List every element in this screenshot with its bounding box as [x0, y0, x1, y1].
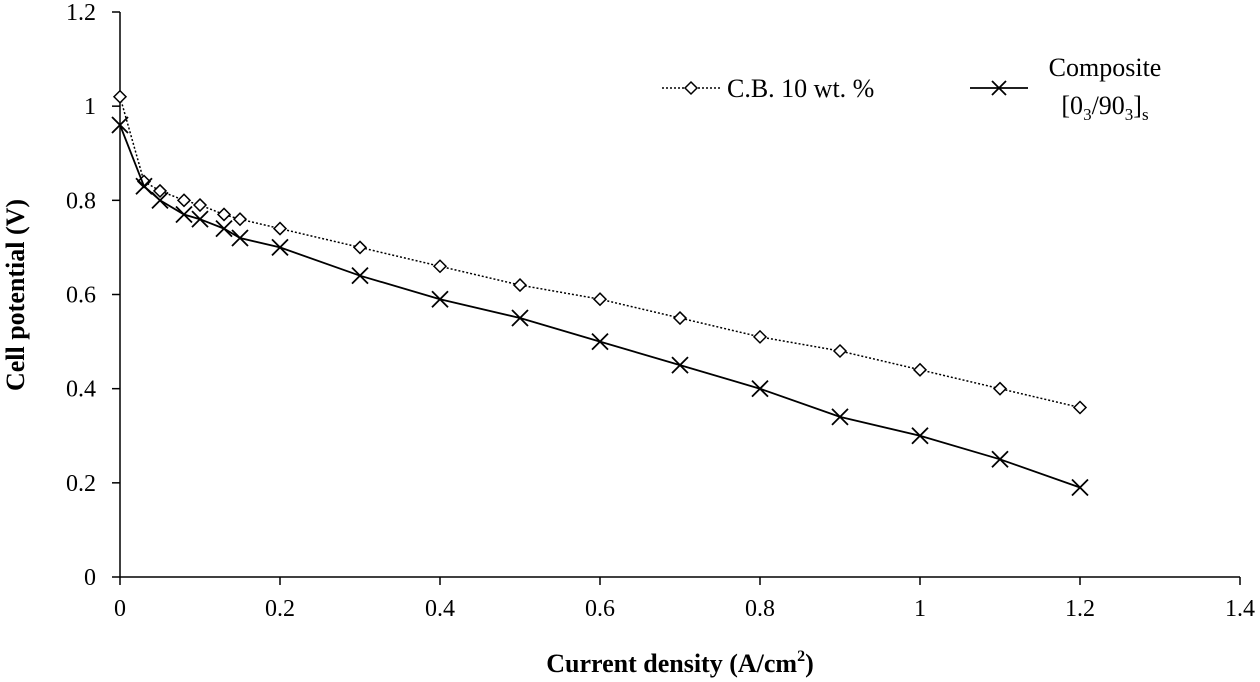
data-point-diamond: [672, 310, 688, 326]
data-point-x: [831, 408, 849, 426]
data-point-diamond: [832, 343, 848, 359]
data-point-x: [151, 191, 169, 209]
legend-part-a: [0: [1061, 91, 1083, 120]
x-tick-label: 0.4: [425, 596, 455, 622]
y-axis-title: Cell potential (V): [1, 199, 30, 391]
x-tick-label: 1: [914, 596, 926, 622]
data-point-x: [1071, 478, 1089, 497]
data-point-x: [191, 210, 209, 228]
legend-label-composite-line1: Composite: [1049, 53, 1162, 82]
legend-label-composite-line2: [03/903]s: [1061, 91, 1148, 124]
x-tick-label: 0.2: [265, 596, 295, 622]
x-axis-title-end: ): [805, 649, 814, 678]
series-layer: [111, 89, 1089, 497]
series-line: [119, 124, 1081, 489]
legend-label-cb: C.B. 10 wt. %: [727, 74, 874, 103]
data-point-x: [271, 238, 289, 257]
data-point-x: [351, 267, 369, 285]
data-point-diamond: [152, 183, 168, 198]
legend: C.B. 10 wt. % Composite [03/903]s: [662, 53, 1161, 124]
x-tick-label: 0: [114, 596, 126, 622]
x-tick-label: 0.8: [745, 596, 775, 622]
data-point-x: [231, 229, 249, 247]
legend-marker-cb-diamond-icon: [683, 80, 699, 96]
data-point-diamond: [232, 212, 248, 227]
data-point-diamond: [592, 292, 608, 307]
data-point-x: [431, 290, 449, 308]
data-point-diamond: [752, 329, 768, 344]
legend-sub-a: 3: [1083, 105, 1092, 124]
data-point-diamond: [352, 240, 368, 255]
x-axis-title-sup: 2: [797, 648, 805, 665]
data-point-x: [991, 450, 1009, 468]
data-point-diamond: [272, 221, 288, 236]
y-tick-label: 0.6: [66, 283, 96, 309]
x-tick-label: 0.6: [585, 596, 615, 622]
x-axis-title-main: Current density (A/cm: [546, 649, 797, 678]
data-point-diamond: [992, 381, 1008, 396]
data-point-x: [511, 309, 529, 327]
x-axis-title: Current density (A/cm2): [546, 648, 814, 678]
data-point-diamond: [1072, 400, 1088, 415]
axes: 0 0.2 0.4 0.6 0.8 1 1.2 0 0.2 0.4 0.6 0.8 1 1.2 1.4: [66, 0, 1255, 622]
data-point-x: [135, 177, 153, 195]
data-point-diamond: [432, 259, 448, 274]
legend-sub-b: 3: [1125, 105, 1134, 124]
legend-part-c: ]: [1133, 91, 1142, 120]
data-point-diamond: [176, 193, 192, 208]
x-tick-label: 1.4: [1225, 596, 1255, 622]
legend-part-b: /90: [1092, 91, 1125, 120]
y-tick-label: 0.4: [66, 377, 96, 403]
y-tick-label: 0.8: [66, 188, 96, 214]
x-tick-label: 1.2: [1065, 596, 1095, 622]
y-tick-label: 0.2: [66, 471, 96, 497]
data-point-x: [911, 427, 929, 445]
legend-marker-composite-x-icon: [991, 80, 1007, 96]
y-tick-label: 1.2: [66, 0, 96, 26]
legend-sub-c: s: [1142, 105, 1149, 124]
y-tick-label: 1: [84, 94, 96, 120]
data-point-x: [751, 380, 769, 398]
data-point-diamond: [192, 197, 208, 213]
data-point-diamond: [912, 362, 928, 377]
series-1: [111, 116, 1089, 497]
data-point-diamond: [112, 89, 128, 104]
data-point-diamond: [216, 207, 232, 222]
data-point-x: [111, 116, 129, 134]
data-point-x: [215, 219, 233, 238]
series-0: [112, 89, 1088, 415]
data-point-x: [175, 205, 193, 224]
series-line: [119, 96, 1081, 409]
y-tick-label: 0: [84, 565, 96, 591]
data-point-x: [671, 356, 689, 374]
data-point-x: [591, 332, 609, 351]
data-point-diamond: [512, 278, 528, 293]
